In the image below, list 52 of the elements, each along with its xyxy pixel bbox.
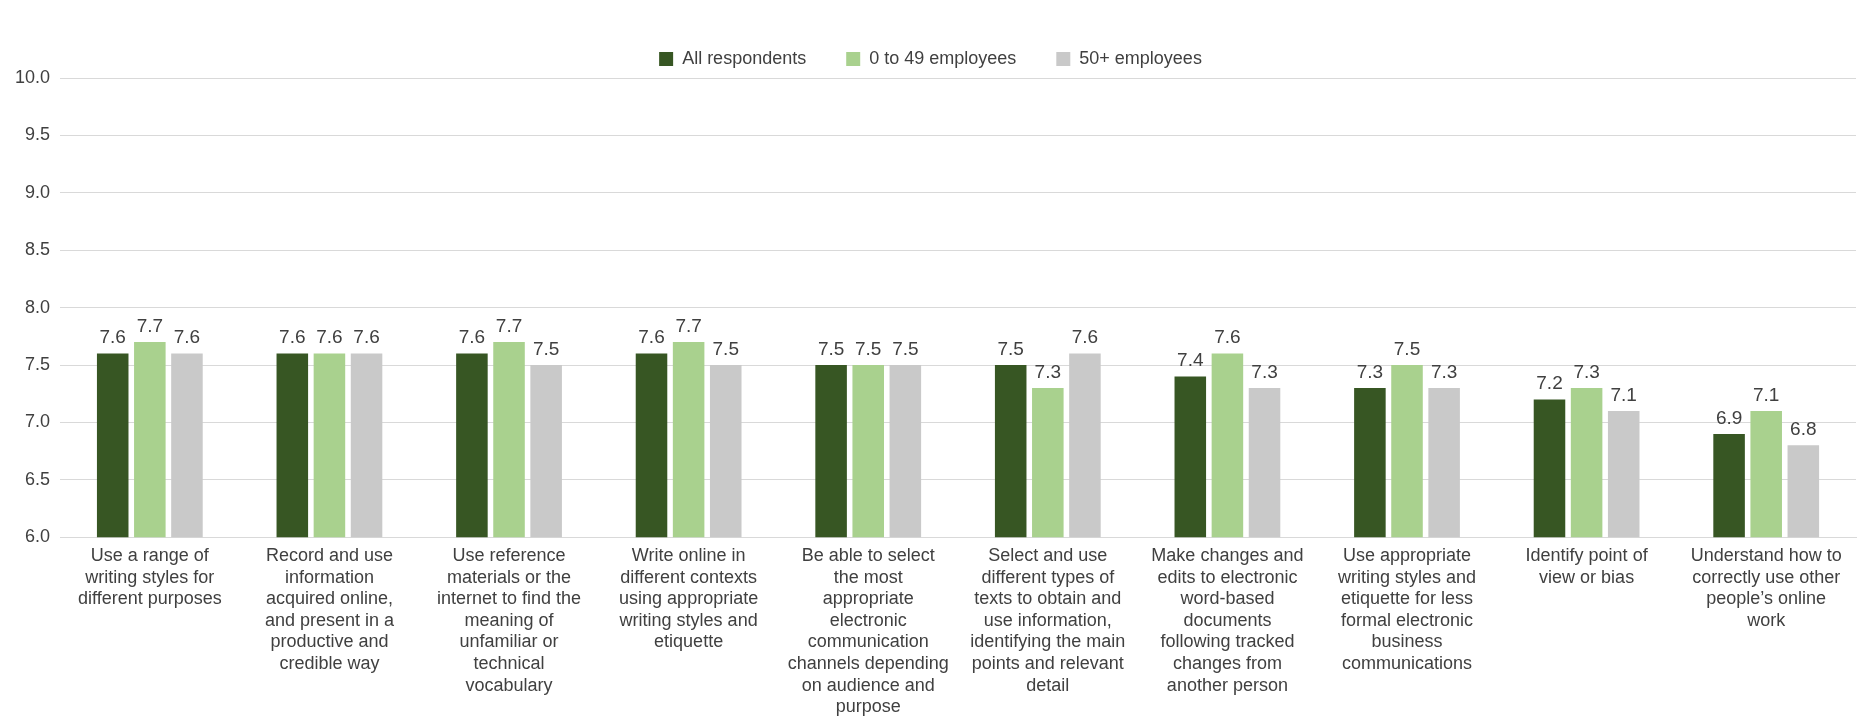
y-tick-label: 8.0 xyxy=(25,296,51,317)
x-tick-label: Use a range of writing styles for different purposes xyxy=(77,544,222,609)
legend-label: 0 to 49 employees xyxy=(869,47,1017,68)
data-label: 7.7 xyxy=(675,314,702,336)
data-label: 7.3 xyxy=(1573,360,1600,382)
y-tick-label: 6.0 xyxy=(25,526,51,547)
y-tick-label: 9.0 xyxy=(25,181,51,202)
y-tick-label: 7.5 xyxy=(25,353,51,374)
data-label: 7.2 xyxy=(1536,372,1563,394)
data-label: 7.5 xyxy=(1393,337,1421,359)
y-tick-label: 6.5 xyxy=(25,468,51,489)
data-label: 7.3 xyxy=(1356,360,1384,382)
y-tick-label: 10.0 xyxy=(14,66,51,87)
data-label: 7.3 xyxy=(1430,360,1458,382)
data-label: 7.6 xyxy=(99,326,126,348)
x-tick-label: Write online in different contexts using appropriate writing styles and etiquette xyxy=(618,544,759,652)
y-tick-label: 8.5 xyxy=(25,239,51,260)
data-label: 6.8 xyxy=(1790,418,1817,440)
legend-label: All respondents xyxy=(682,47,807,68)
data-label: 7.3 xyxy=(1034,360,1062,382)
data-label: 7.6 xyxy=(279,326,306,348)
data-label: 7.5 xyxy=(817,337,845,359)
x-tick-label: Identify point of view or bias xyxy=(1525,544,1649,587)
data-label: 7.4 xyxy=(1177,349,1204,371)
legend-label: 50+ employees xyxy=(1079,47,1202,68)
data-label: 7.6 xyxy=(353,326,380,348)
x-tick-label: Be able to select the most appropriate electronic communication channels depending on audience and purpose xyxy=(787,544,949,717)
data-label: 6.9 xyxy=(1715,406,1743,428)
x-tick-label: Use appropriate writing styles and etiquette for less formal electronic business communications xyxy=(1336,544,1477,673)
data-label: 7.5 xyxy=(997,337,1024,359)
y-tick-label: 9.5 xyxy=(25,124,51,145)
data-label: 7.3 xyxy=(1251,360,1278,382)
data-label: 7.6 xyxy=(173,326,201,348)
data-label: 7.6 xyxy=(638,326,665,348)
x-tick-label: Use reference materials or the internet to find the meaning of unfamiliar or technical vocabulary xyxy=(436,544,582,695)
data-label: 7.5 xyxy=(855,337,882,359)
data-label: 7.7 xyxy=(495,314,523,336)
data-label: 7.6 xyxy=(1214,326,1241,348)
x-tick-label: Record and use information acquired online, and present in a productive and credible way xyxy=(264,544,395,673)
data-label: 7.5 xyxy=(712,337,739,359)
data-label: 7.5 xyxy=(892,337,919,359)
data-label: 7.5 xyxy=(532,337,560,359)
data-label: 7.6 xyxy=(458,326,486,348)
data-label: 7.1 xyxy=(1610,383,1637,405)
data-label: 7.6 xyxy=(316,326,343,348)
x-tick-label: Make changes and edits to electronic word-based documents following tracked changes from another person xyxy=(1151,544,1304,695)
data-label: 7.6 xyxy=(1071,326,1099,348)
x-tick-label: Select and use different types of texts to obtain and use information, identifying the main points and relevant detail xyxy=(970,544,1126,695)
x-tick-label: Understand how to correctly use other people’s online work xyxy=(1690,544,1842,630)
data-label: 7.7 xyxy=(136,314,164,336)
y-tick-label: 7.0 xyxy=(25,411,51,432)
data-label: 7.1 xyxy=(1752,383,1780,405)
